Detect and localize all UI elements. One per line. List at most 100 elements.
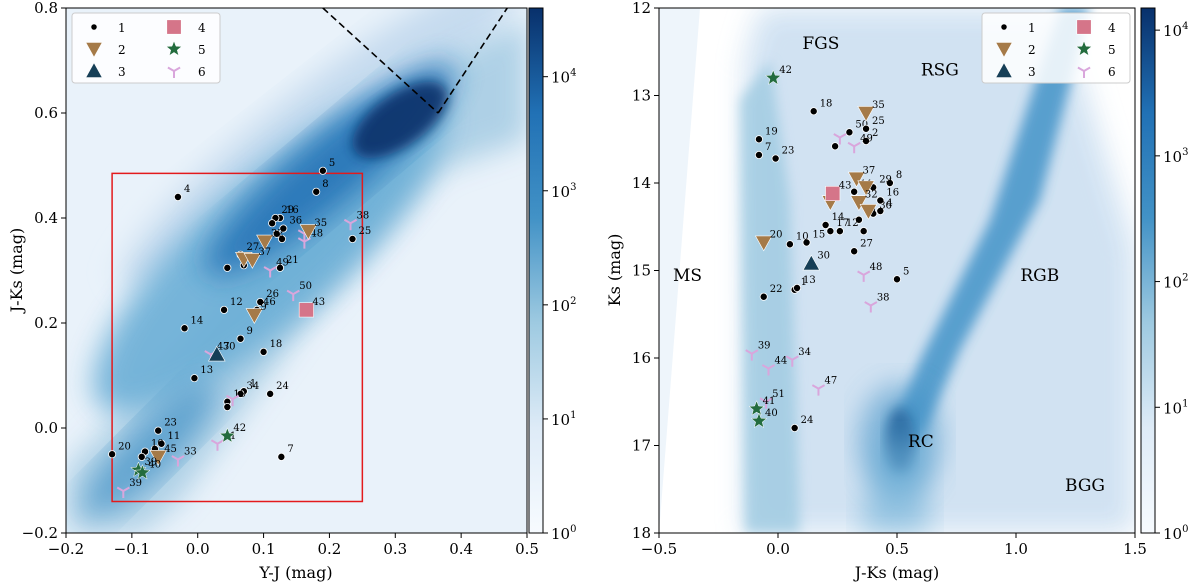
right-point-series-6 (759, 397, 773, 409)
right-point-series-2 (857, 106, 875, 122)
left-point-series-6 (286, 289, 300, 302)
left-point-series-1 (256, 297, 265, 306)
right-point-series-6 (857, 270, 871, 282)
right-point-label: 38 (877, 293, 890, 304)
right-point-series-1 (821, 220, 830, 229)
right-point-series-1 (859, 227, 868, 236)
left-point-label: 23 (164, 418, 177, 429)
right-legend-label: 2 (1028, 43, 1036, 57)
left-point-label: 9 (260, 302, 266, 313)
left-point-series-1 (272, 229, 281, 238)
left-point-series-5 (219, 427, 236, 443)
right-y-tick-label: 12 (632, 0, 651, 17)
selection-box (111, 172, 364, 503)
region-label-fgs: FGS (802, 34, 839, 54)
left-legend-label: 3 (118, 65, 126, 79)
right-point-series-1 (826, 227, 835, 236)
left-point-label: 5 (329, 158, 335, 169)
left-y-tick-label: 0.0 (34, 419, 58, 437)
left-point-series-1 (259, 347, 268, 356)
left-y-tick-label: 0.4 (34, 209, 58, 227)
left-point-label: 47 (217, 342, 230, 353)
right-legend-label: 6 (1108, 65, 1116, 79)
right-point-label: 29 (879, 174, 892, 185)
left-point-series-1 (157, 439, 166, 448)
left-point-series-6 (343, 218, 358, 231)
right-legend-marker-5 (1075, 40, 1093, 57)
right-legend-label: 5 (1108, 43, 1116, 57)
left-legend: 1 2 3 4 5 6 (71, 12, 221, 84)
left-legend-marker-1 (90, 23, 98, 31)
right-point-series-2 (859, 204, 878, 220)
right-point-label: 22 (770, 284, 783, 295)
region-label-bgg: BGG (1065, 476, 1105, 496)
left-axis-ticks: −0.2 −0.1 0.0 0.1 0.2 0.3 0.4 0.5 −0.2 0.0 0.2 0.4 0… (22, 0, 539, 558)
left-y-tick-label: 0.6 (34, 104, 58, 122)
right-x-tick-label: 0.0 (766, 540, 790, 558)
right-y-tick-label: 16 (632, 349, 651, 367)
right-point-label: 19 (765, 126, 778, 137)
left-colorbar-label: 100 (551, 524, 576, 543)
left-dashed-boundary-2 (437, 7, 508, 114)
left-point-label: 20 (118, 441, 131, 452)
right-point-series-1 (759, 292, 768, 301)
left-point-label: 48 (310, 229, 323, 240)
right-point-series-4 (825, 186, 841, 202)
right-legend-marker-4 (1076, 19, 1092, 35)
right-legend: 1 2 3 4 5 6 (981, 12, 1131, 84)
left-point-label: 21 (286, 255, 299, 266)
right-point-label: 50 (855, 119, 868, 130)
right-point-series-1 (854, 215, 863, 224)
right-point-label: 43 (839, 181, 852, 192)
right-point-series-1 (754, 150, 763, 159)
right-colorbar-label: 103 (1163, 147, 1188, 166)
right-point-label: 27 (860, 238, 873, 249)
right-point-series-2 (857, 180, 875, 197)
left-point-label: 26 (266, 289, 279, 300)
left-point-label: 4 (184, 184, 190, 195)
right-y-tick-label: 13 (632, 87, 651, 105)
right-point-series-1 (893, 275, 902, 284)
left-point-label: 46 (263, 297, 276, 308)
right-point-series-5 (750, 412, 768, 429)
right-point-series-1 (754, 135, 763, 144)
left-point-label: 45 (164, 444, 177, 455)
right-point-label: 35 (872, 100, 885, 111)
left-x-tick-label: −0.1 (114, 540, 150, 558)
left-point-series-1 (223, 402, 232, 411)
left-legend-marker-4 (166, 19, 182, 35)
left-point-series-1 (348, 234, 357, 243)
right-point-label: 20 (770, 230, 783, 241)
region-label-ms: MS (673, 266, 702, 286)
left-legend-marker-3 (85, 62, 103, 78)
left-point-label: 8 (322, 179, 328, 190)
right-density-background (659, 8, 1135, 533)
right-point-label: 36 (879, 201, 892, 212)
region-label-rsg: RSG (921, 60, 959, 80)
left-x-tick-label: 0.5 (515, 540, 539, 558)
left-point-label: 38 (357, 210, 370, 221)
right-point-label: 1 (801, 277, 807, 288)
right-point-label: 49 (860, 133, 873, 144)
right-point-series-1 (862, 124, 871, 133)
left-point-series-5 (130, 461, 147, 478)
left-density-background (66, 8, 527, 533)
left-legend-box (71, 12, 221, 84)
left-point-label: 37 (258, 247, 271, 258)
region-label-rc: RC (908, 432, 934, 452)
right-x-tick-label: 0.5 (885, 540, 909, 558)
left-point-label: 11 (167, 431, 180, 442)
right-point-series-1 (790, 423, 799, 432)
left-point-series-1 (173, 192, 182, 201)
left-legend-label: 6 (198, 65, 206, 79)
left-point-series-1 (190, 374, 199, 383)
right-point-series-1 (802, 238, 811, 247)
right-x-tick-label: 1.5 (1123, 540, 1147, 558)
left-x-tick-label: 0.2 (317, 540, 341, 558)
right-colorbar-label: 104 (1163, 21, 1188, 40)
right-point-series-6 (811, 384, 826, 396)
